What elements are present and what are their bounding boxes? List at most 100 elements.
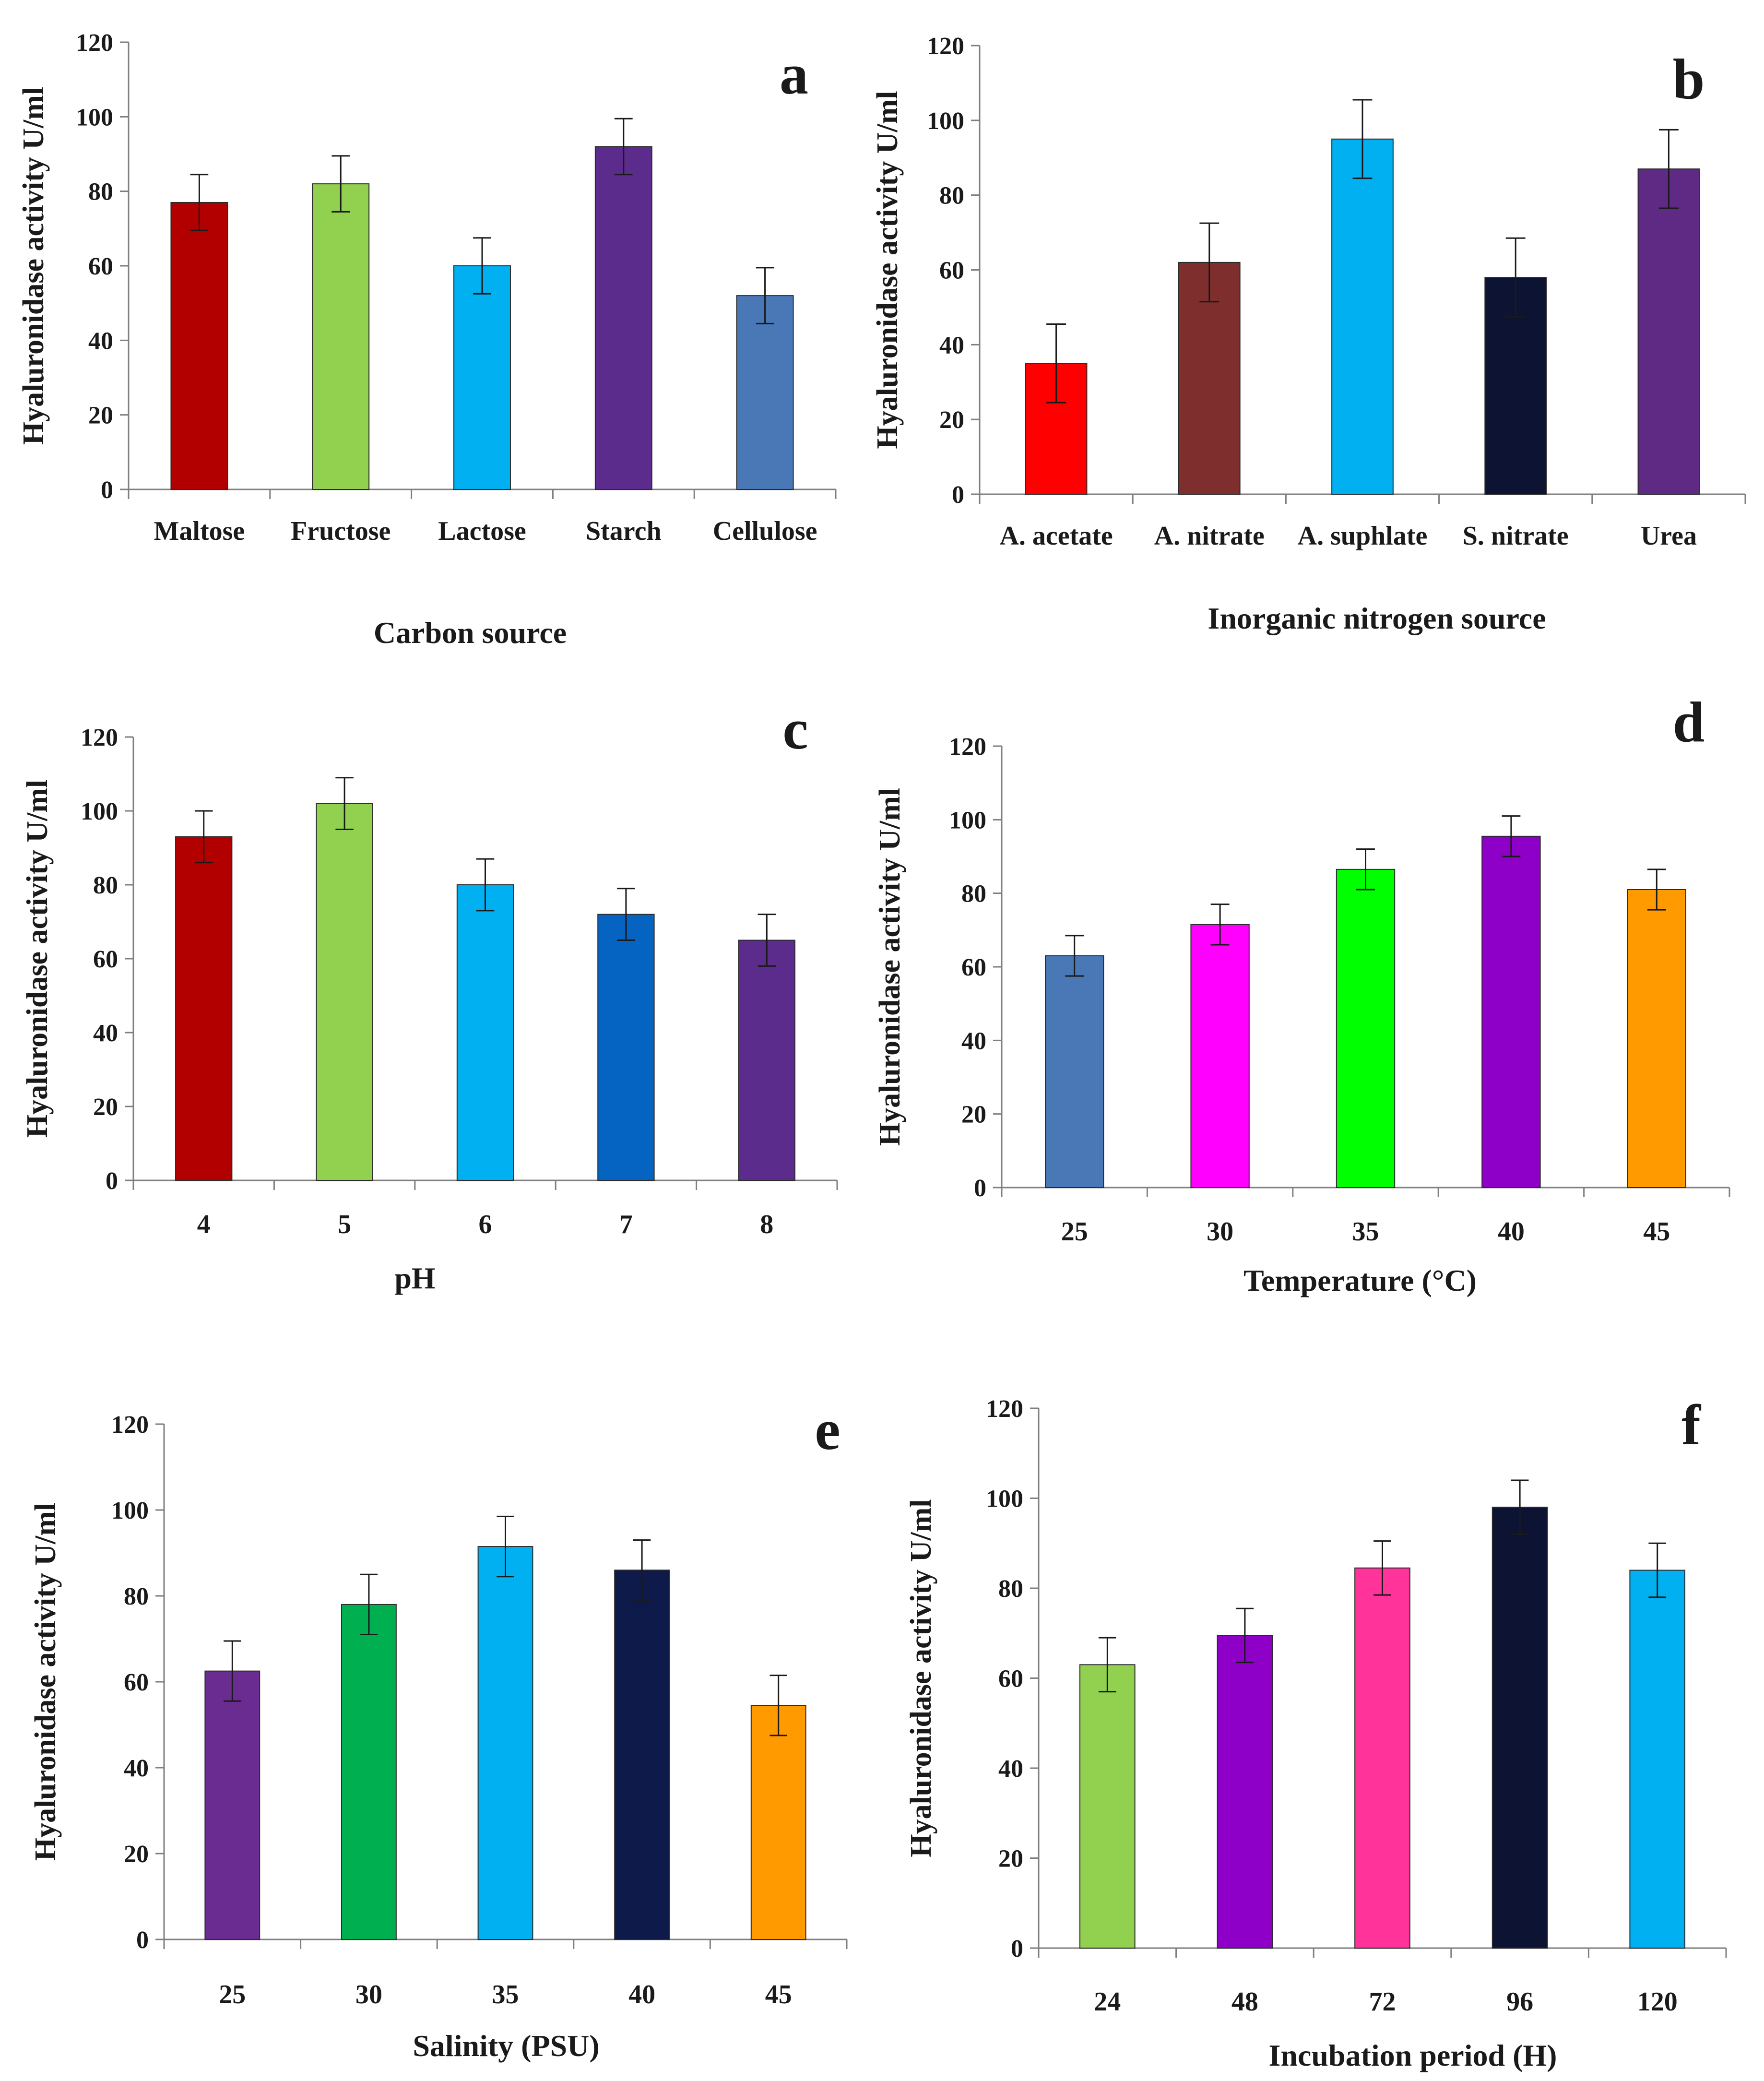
bar: [1492, 1507, 1548, 1949]
y-tick-label: 100: [927, 107, 964, 135]
y-axis-title: Hyaluronidase activity U/ml: [871, 91, 904, 449]
y-tick-label: 20: [961, 1101, 986, 1129]
y-axis-title: Hyaluronidase activity U/ml: [874, 788, 906, 1146]
x-category-label: 45: [765, 1980, 792, 2010]
x-axis-title: Temperature (°C): [1243, 1263, 1477, 1297]
y-tick-label: 60: [124, 1669, 149, 1696]
y-axis-title: Hyaluronidase activity U/ml: [29, 1503, 62, 1861]
panel-letter: b: [1673, 47, 1705, 111]
bar: [597, 914, 655, 1181]
panel-d-chart: 0 20 40 60 80 100 120 25 30 35 40 45 Temperature (°C…: [874, 690, 1730, 1297]
x-category-label: 40: [1498, 1217, 1525, 1247]
panel-e-chart: 0 20 40 60 80 100 120 25 30 35 40 45 Salinity (PSU) H…: [29, 1398, 848, 2063]
x-axis-title: Salinity (PSU): [413, 2029, 599, 2063]
y-tick-label: 0: [101, 476, 113, 504]
bar: [453, 265, 511, 490]
x-category-label: 4: [197, 1210, 211, 1239]
y-tick-label: 0: [136, 1926, 149, 1954]
y-tick-label: 60: [939, 257, 964, 285]
y-tick-label: 120: [949, 733, 986, 761]
bar: [477, 1546, 533, 1940]
panel-c-chart: 0 20 40 60 80 100 120 4 5 6 7 8 pH Hyaluronidase acti…: [21, 697, 838, 1295]
bar: [1354, 1567, 1410, 1949]
x-category-label: 30: [1207, 1217, 1233, 1247]
x-category-label: 35: [1352, 1217, 1379, 1247]
x-category-label: 25: [219, 1980, 246, 2010]
y-tick-label: 100: [949, 807, 986, 834]
bar: [614, 1570, 670, 1940]
x-category-label: S. nitrate: [1463, 521, 1569, 551]
y-tick-label: 40: [124, 1755, 149, 1782]
x-category-label: Starch: [586, 516, 662, 546]
y-tick-label: 120: [927, 33, 964, 60]
y-axis-title: Hyaluronidase activity U/ml: [905, 1499, 937, 1857]
bar: [1481, 835, 1541, 1189]
x-category-label: 5: [338, 1210, 351, 1239]
y-tick-label: 60: [961, 954, 986, 981]
y-tick-label: 20: [88, 402, 113, 429]
y-tick-label: 0: [106, 1167, 118, 1195]
y-tick-label: 100: [81, 798, 118, 825]
x-axis-title: pH: [394, 1261, 435, 1295]
x-category-label: 96: [1506, 1987, 1533, 2017]
x-category-label: Maltose: [154, 516, 245, 546]
x-category-label: Urea: [1641, 521, 1697, 551]
panel-letter: c: [782, 697, 808, 761]
x-category-label: 35: [492, 1980, 519, 2010]
y-tick-label: 60: [88, 253, 113, 280]
x-category-label: 40: [628, 1980, 655, 2010]
bar: [750, 1705, 806, 1940]
x-category-label: 48: [1231, 1987, 1258, 2017]
panel-a-chart: 0 20 40 60 80 100 120 Maltose Fructose Lactose Sta…: [17, 29, 837, 650]
bar: [1190, 924, 1250, 1189]
y-tick-label: 20: [124, 1841, 149, 1868]
bar: [1629, 1570, 1686, 1949]
x-axis-title: Carbon source: [374, 616, 567, 650]
x-axis-title: Inorganic nitrogen source: [1208, 601, 1546, 635]
bar: [1637, 168, 1700, 495]
y-axis-title: Hyaluronidase activity U/ml: [17, 87, 50, 445]
bar: [1336, 868, 1396, 1189]
x-category-label: 30: [355, 1980, 382, 2010]
bar: [316, 803, 373, 1181]
x-category-label: 6: [479, 1210, 492, 1239]
x-category-label: Lactose: [438, 516, 526, 546]
x-category-label: 8: [760, 1210, 773, 1239]
panel-letter: d: [1673, 690, 1705, 754]
y-tick-label: 120: [986, 1395, 1023, 1423]
y-tick-label: 40: [961, 1027, 986, 1055]
bar: [594, 146, 652, 490]
y-tick-label: 120: [76, 29, 113, 57]
bar: [170, 202, 228, 490]
y-tick-label: 120: [111, 1411, 149, 1439]
y-tick-label: 20: [939, 406, 964, 434]
bar: [736, 295, 794, 490]
bar: [1045, 955, 1104, 1188]
y-tick-label: 100: [111, 1497, 149, 1524]
y-tick-label: 40: [939, 332, 964, 359]
x-category-label: 120: [1637, 1987, 1678, 2017]
bar: [1217, 1635, 1273, 1949]
y-tick-label: 80: [93, 872, 118, 899]
x-category-label: 72: [1369, 1987, 1396, 2017]
y-tick-label: 60: [998, 1665, 1023, 1693]
y-tick-label: 100: [76, 104, 113, 131]
y-tick-label: 120: [81, 724, 118, 751]
y-tick-label: 20: [998, 1845, 1023, 1873]
bar: [738, 939, 795, 1181]
x-category-label: 24: [1094, 1987, 1121, 2017]
x-category-label: Cellulose: [713, 516, 817, 546]
y-tick-label: 0: [974, 1175, 986, 1202]
y-tick-label: 80: [998, 1575, 1023, 1603]
y-tick-label: 40: [93, 1020, 118, 1047]
y-tick-label: 80: [88, 178, 113, 206]
bar: [1627, 889, 1686, 1188]
y-tick-label: 0: [1011, 1935, 1023, 1962]
bar: [175, 836, 233, 1181]
bar: [341, 1604, 397, 1940]
y-tick-label: 100: [986, 1486, 1023, 1513]
y-tick-label: 40: [88, 327, 113, 355]
x-category-label: 7: [619, 1210, 633, 1239]
x-category-label: 45: [1643, 1217, 1670, 1247]
x-category-label: Fructose: [291, 516, 391, 546]
